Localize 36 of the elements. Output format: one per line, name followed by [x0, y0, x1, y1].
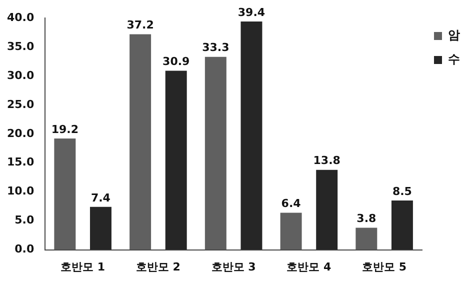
x-tick-label: 호반모 5 [362, 260, 407, 274]
bar [54, 138, 76, 250]
bar [204, 56, 226, 250]
data-label: 8.5 [392, 184, 412, 198]
y-tick-label: 20.0 [7, 126, 34, 140]
y-tick-label: 15.0 [7, 156, 34, 169]
x-tick-label: 호반모 4 [286, 260, 332, 274]
bar [316, 170, 338, 250]
y-tick-label: 0.0 [14, 242, 34, 256]
bar [280, 212, 302, 250]
bar [240, 21, 262, 250]
y-tick-label: 25.0 [7, 98, 34, 111]
y-tick-label: 40.0 [7, 10, 34, 24]
data-label: 7.4 [90, 191, 111, 204]
data-label: 39.4 [238, 6, 266, 19]
x-tick-label: 호반모 2 [136, 260, 180, 274]
bar [356, 228, 378, 250]
data-label: 30.9 [162, 55, 190, 68]
x-tick-label: 호반모 1 [60, 260, 106, 274]
legend-label: 수 [448, 52, 460, 66]
bar [165, 70, 187, 250]
bar [130, 34, 152, 250]
y-tick-label: 35.0 [7, 40, 34, 53]
data-label: 3.8 [356, 212, 376, 226]
data-label: 13.8 [313, 154, 340, 168]
bar [90, 206, 112, 250]
x-tick-label: 호반모 3 [211, 260, 256, 274]
legend-label: 암 [448, 28, 460, 42]
y-tick-label: 30.0 [7, 68, 34, 82]
y-tick-label: 5.0 [14, 214, 34, 227]
data-label: 37.2 [126, 18, 154, 32]
data-label: 19.2 [51, 122, 78, 136]
data-label: 33.3 [202, 41, 230, 54]
data-label: 6.4 [281, 197, 302, 210]
bar [391, 200, 413, 250]
y-tick-label: 10.0 [7, 184, 34, 198]
